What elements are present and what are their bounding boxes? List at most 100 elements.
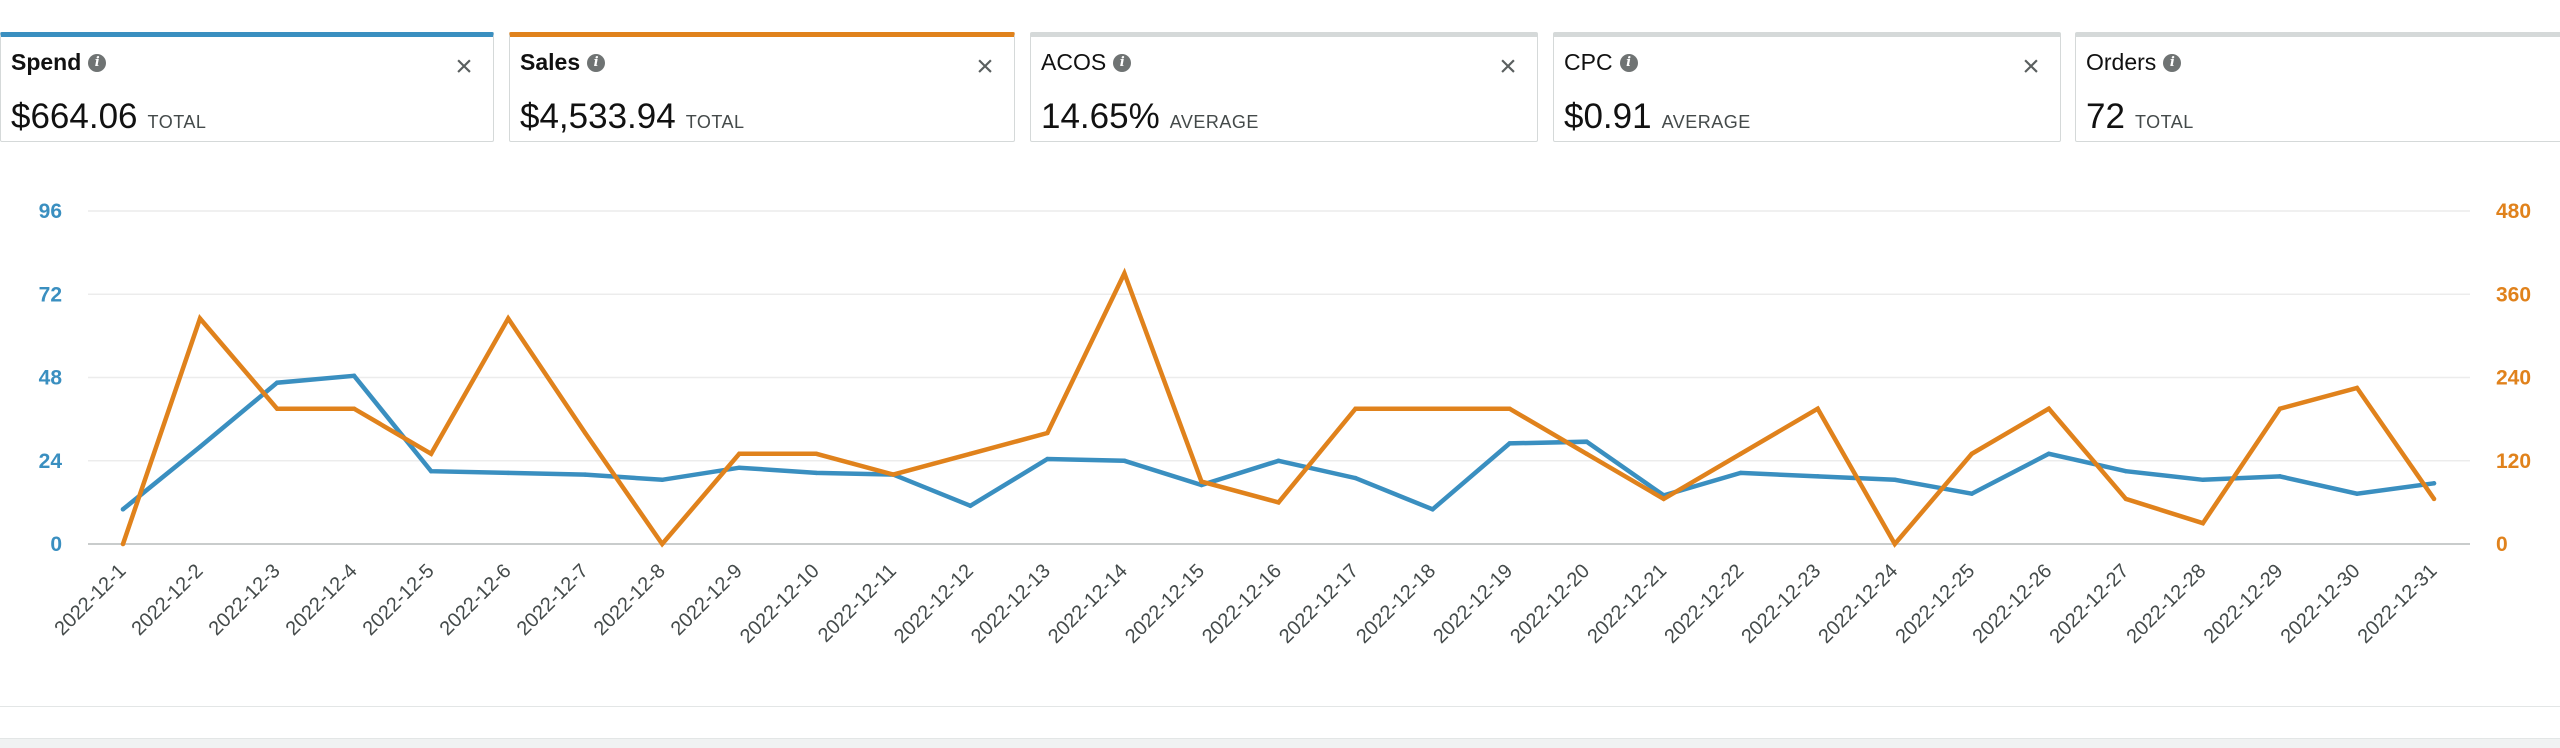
metric-label: AVERAGE xyxy=(1169,112,1259,132)
data-point-sales xyxy=(2046,406,2052,411)
metric-value: 72 xyxy=(2086,97,2125,136)
data-point-sales xyxy=(1969,451,1975,457)
data-point-spend xyxy=(351,373,357,378)
metric-name: Spend i xyxy=(11,49,107,76)
data-point-sales xyxy=(2431,496,2437,502)
data-point-spend xyxy=(2200,477,2206,483)
close-icon[interactable]: × xyxy=(976,50,994,83)
data-point-spend xyxy=(120,507,126,512)
data-point-spend xyxy=(1276,458,1281,463)
info-icon[interactable]: i xyxy=(1619,53,1638,72)
y-left-tick-label: 72 xyxy=(39,283,62,306)
info-icon[interactable]: i xyxy=(88,53,107,72)
data-point-spend xyxy=(1353,475,1358,481)
data-point-sales xyxy=(274,406,280,411)
info-icon[interactable]: i xyxy=(1113,53,1132,72)
metric-label: TOTAL xyxy=(685,112,745,132)
close-icon[interactable]: × xyxy=(2022,50,2040,83)
x-tick-label: 2022-12-19 xyxy=(1429,560,1517,648)
data-point-sales xyxy=(428,451,434,457)
x-tick-label: 2022-12-27 xyxy=(2046,560,2134,648)
data-point-spend xyxy=(1045,456,1050,462)
metric-card-spend[interactable]: Spend i × $664.06 TOTAL xyxy=(0,32,494,142)
data-point-spend xyxy=(2046,451,2052,457)
x-tick-label: 2022-12-29 xyxy=(2200,560,2288,648)
x-tick-label: 2022-12-10 xyxy=(736,560,824,648)
data-point-sales xyxy=(120,541,126,547)
data-point-spend xyxy=(660,477,665,483)
data-point-sales xyxy=(583,430,588,436)
metric-name: CPC i xyxy=(1564,49,1638,76)
metric-card-acos[interactable]: ACOS i × 14.65% AVERAGE xyxy=(1030,32,1538,142)
y-left-tick-label: 96 xyxy=(39,200,62,223)
info-icon[interactable]: i xyxy=(2163,53,2182,72)
bottom-bar xyxy=(0,738,2560,748)
x-tick-label: 2022-12-28 xyxy=(2123,560,2211,648)
y-left-tick-label: 48 xyxy=(39,367,63,390)
data-point-sales xyxy=(2123,496,2129,502)
data-point-sales xyxy=(737,451,742,457)
data-point-sales xyxy=(2277,406,2283,411)
data-point-sales xyxy=(1507,406,1512,411)
x-tick-label: 2022-12-7 xyxy=(513,560,593,640)
metric-value: 14.65% xyxy=(1041,97,1160,136)
data-point-sales xyxy=(2200,520,2206,526)
x-tick-label: 2022-12-6 xyxy=(436,560,516,640)
data-point-spend xyxy=(428,468,434,474)
data-point-spend xyxy=(505,470,511,476)
data-point-sales xyxy=(1815,406,1820,411)
data-point-sales xyxy=(1661,496,1666,502)
x-tick-label: 2022-12-16 xyxy=(1198,560,1286,648)
data-point-sales xyxy=(197,316,203,321)
data-point-spend xyxy=(1430,507,1435,512)
data-point-spend xyxy=(274,380,280,385)
x-tick-label: 2022-12-25 xyxy=(1891,560,1979,648)
x-tick-label: 2022-12-18 xyxy=(1352,560,1440,648)
data-point-spend xyxy=(2354,491,2360,496)
close-icon[interactable]: × xyxy=(455,50,473,83)
y-right-tick-label: 0 xyxy=(2496,533,2508,556)
x-tick-label: 2022-12-21 xyxy=(1583,560,1671,648)
x-tick-label: 2022-12-30 xyxy=(2277,560,2365,648)
y-right-tick-label: 480 xyxy=(2496,200,2531,223)
data-point-spend xyxy=(737,465,742,470)
x-tick-label: 2022-12-11 xyxy=(814,560,901,647)
x-tick-label: 2022-12-5 xyxy=(359,560,439,640)
metric-name: Orders i xyxy=(2086,49,2182,76)
info-icon[interactable]: i xyxy=(587,53,606,72)
data-point-sales xyxy=(1122,271,1127,276)
data-point-sales xyxy=(1892,541,1897,547)
metric-label: AVERAGE xyxy=(1661,112,1751,132)
data-point-spend xyxy=(1122,458,1127,463)
x-tick-label: 2022-12-12 xyxy=(890,560,978,648)
data-point-sales xyxy=(968,451,973,457)
metric-card-sales[interactable]: Sales i × $4,533.94 TOTAL xyxy=(509,32,1015,142)
x-tick-label: 2022-12-17 xyxy=(1275,560,1363,648)
close-icon[interactable]: × xyxy=(2554,52,2560,82)
metric-name: ACOS i xyxy=(1041,49,1132,76)
data-point-sales xyxy=(1276,500,1281,505)
data-point-spend xyxy=(2431,481,2437,486)
data-point-spend xyxy=(583,472,588,477)
metric-card-cpc[interactable]: CPC i × $0.91 AVERAGE xyxy=(1553,32,2061,142)
x-tick-label: 2022-12-31 xyxy=(2354,560,2442,648)
y-right-tick-label: 240 xyxy=(2496,367,2531,390)
data-point-sales xyxy=(891,472,896,477)
close-icon[interactable]: × xyxy=(1499,50,1517,83)
series-line-spend xyxy=(120,373,2437,512)
x-tick-label: 2022-12-14 xyxy=(1044,560,1132,648)
data-point-sales xyxy=(2354,385,2360,391)
data-point-spend xyxy=(968,503,973,509)
x-tick-label: 2022-12-23 xyxy=(1737,560,1825,648)
x-tick-label: 2022-12-1 xyxy=(50,560,130,640)
divider xyxy=(0,706,2560,707)
data-point-sales xyxy=(505,316,511,321)
data-point-sales xyxy=(660,541,665,547)
x-tick-label: 2022-12-15 xyxy=(1121,560,1209,648)
data-point-sales xyxy=(351,406,357,411)
y-right-tick-label: 120 xyxy=(2496,450,2531,473)
data-point-spend xyxy=(197,444,203,450)
data-point-spend xyxy=(814,470,819,476)
data-point-sales xyxy=(1199,479,1204,484)
